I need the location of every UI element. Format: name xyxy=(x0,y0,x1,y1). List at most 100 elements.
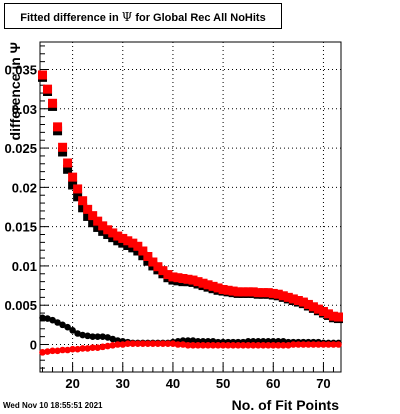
data-point-circle xyxy=(64,323,71,331)
data-point-circle xyxy=(139,340,147,348)
data-point-circle xyxy=(114,341,122,348)
data-point-circle xyxy=(234,341,242,349)
data-point-circle xyxy=(69,327,76,334)
data-point-square xyxy=(153,262,163,272)
data-point-square xyxy=(133,241,143,251)
data-point-square xyxy=(88,211,98,221)
data-point-square xyxy=(308,302,318,312)
data-point-circle xyxy=(84,345,91,352)
data-point-square xyxy=(58,142,68,152)
y-tick-label: 0.005 xyxy=(4,298,37,313)
y-tick-label: 0.02 xyxy=(12,180,37,195)
data-point-circle xyxy=(104,342,112,350)
chart-title: Fitted difference in Ψ for Global Rec Al… xyxy=(4,3,282,29)
data-point-square xyxy=(68,172,78,182)
data-point-square xyxy=(63,158,73,168)
data-point-circle xyxy=(79,345,86,352)
data-point-square xyxy=(108,233,118,243)
data-point-circle xyxy=(89,344,96,351)
data-point-circle xyxy=(204,341,212,349)
data-point-square xyxy=(133,246,143,256)
data-point-circle xyxy=(99,343,107,351)
data-point-circle xyxy=(159,340,167,348)
data-point-circle xyxy=(335,341,342,348)
x-tick-label: 50 xyxy=(216,376,230,391)
data-point-square xyxy=(233,287,243,297)
data-point-square xyxy=(293,296,303,305)
y-tick-label: 0.01 xyxy=(12,259,37,274)
data-point-square xyxy=(98,226,108,236)
data-point-circle xyxy=(99,333,107,340)
data-point-circle xyxy=(109,341,117,349)
psi-symbol: Ψ xyxy=(121,10,133,24)
data-point-square xyxy=(103,225,113,235)
x-tick-label: 60 xyxy=(266,376,280,391)
data-markers xyxy=(38,70,343,356)
data-point-square xyxy=(83,204,93,214)
data-point-square xyxy=(173,273,183,283)
data-point-square xyxy=(148,257,158,267)
data-point-square xyxy=(163,270,173,280)
timestamp: Wed Nov 10 18:55:51 2021 xyxy=(3,401,103,410)
data-point-circle xyxy=(320,341,327,348)
y-axis-label: difference in Ψ xyxy=(7,42,23,140)
data-point-circle xyxy=(259,341,267,349)
data-point-circle xyxy=(74,345,81,353)
data-point-circle xyxy=(89,333,96,340)
data-point-square xyxy=(48,98,58,108)
data-point-circle xyxy=(174,341,182,348)
data-point-circle xyxy=(199,341,207,349)
data-point-square xyxy=(143,252,153,261)
data-point-circle xyxy=(209,341,217,349)
data-point-square xyxy=(263,288,273,298)
data-point-square xyxy=(73,192,83,202)
data-point-circle xyxy=(189,337,197,344)
data-point-circle xyxy=(315,341,322,348)
data-point-square xyxy=(183,274,193,284)
data-point-circle xyxy=(330,341,337,348)
data-point-square xyxy=(238,287,248,297)
data-point-square xyxy=(168,272,178,282)
data-point-square xyxy=(138,251,148,261)
data-point-circle xyxy=(274,341,282,349)
data-point-square xyxy=(258,288,268,298)
data-point-square xyxy=(213,283,223,293)
data-point-circle xyxy=(184,337,192,344)
data-point-circle xyxy=(295,341,302,348)
data-point-square xyxy=(303,299,313,309)
data-point-square xyxy=(218,285,228,294)
data-point-square xyxy=(123,236,133,246)
data-point-square xyxy=(298,297,308,307)
data-point-circle xyxy=(254,341,262,349)
data-point-square xyxy=(128,243,138,253)
data-point-square xyxy=(93,216,103,226)
data-point-square xyxy=(193,277,203,287)
data-point-circle xyxy=(189,341,197,349)
y-tick-label: 0.035 xyxy=(4,63,37,78)
data-point-square xyxy=(58,147,68,157)
data-point-circle xyxy=(74,330,81,337)
title-prefix: Fitted difference in xyxy=(20,12,119,24)
data-point-circle xyxy=(305,341,312,348)
data-point-square xyxy=(108,228,118,238)
data-point-square xyxy=(248,287,258,297)
data-point-circle xyxy=(269,341,277,349)
data-point-square xyxy=(318,307,328,316)
title-suffix: for Global Rec All NoHits xyxy=(135,12,266,24)
data-point-circle xyxy=(149,340,157,348)
data-point-circle xyxy=(59,346,66,354)
series-3 xyxy=(39,340,342,356)
data-point-square xyxy=(253,288,263,298)
y-tick-label: 0.03 xyxy=(12,102,37,117)
data-point-circle xyxy=(184,341,192,349)
data-point-circle xyxy=(79,331,86,339)
data-point-circle xyxy=(164,340,172,348)
data-point-square xyxy=(228,286,238,296)
series-1 xyxy=(38,70,343,322)
axes: 20 30 40 50 60 70 0 0.005 0.01 0.015 0.02 0.025 0.03… xyxy=(4,45,334,391)
data-point-square xyxy=(43,84,53,94)
data-point-circle xyxy=(214,341,222,349)
data-point-square xyxy=(323,309,333,319)
y-tick-label: 0 xyxy=(30,338,37,353)
y-tick-label: 0.025 xyxy=(4,141,37,156)
